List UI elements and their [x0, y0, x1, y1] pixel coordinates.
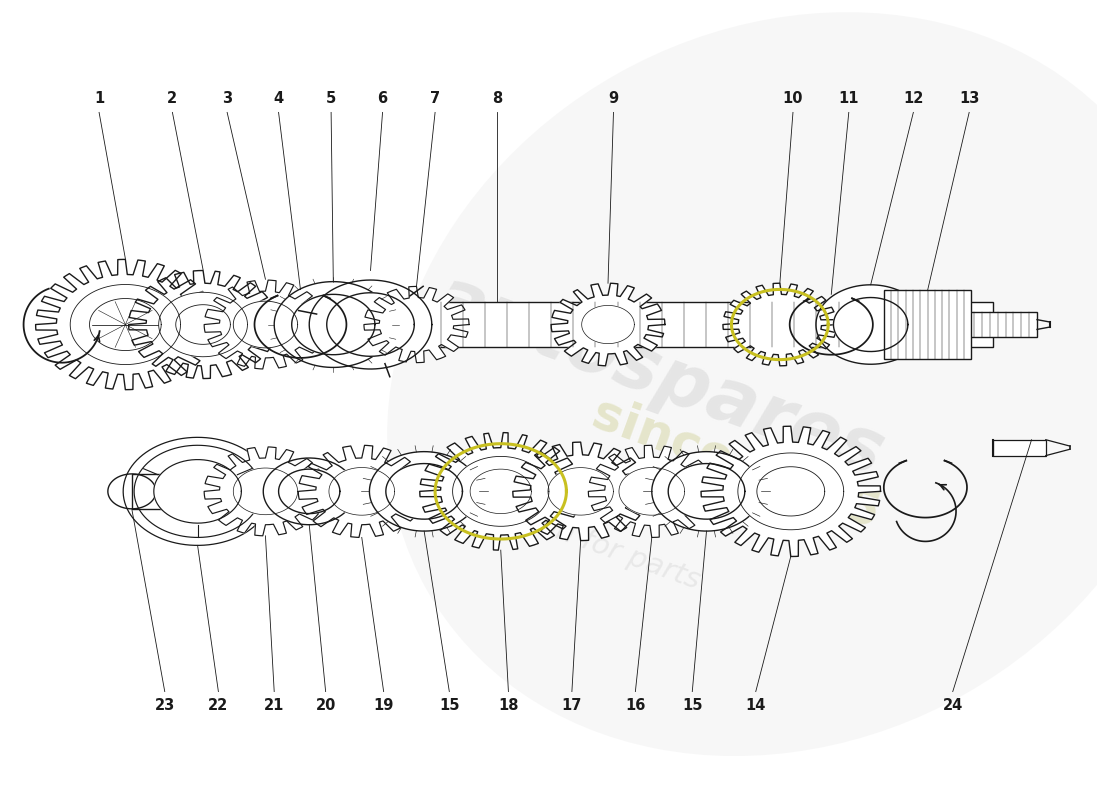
Text: 24: 24 [943, 698, 962, 714]
Polygon shape [205, 447, 327, 536]
Polygon shape [723, 283, 837, 366]
Polygon shape [327, 293, 415, 356]
Text: 6: 6 [377, 90, 387, 106]
Polygon shape [158, 292, 248, 357]
Text: 22: 22 [208, 698, 229, 714]
Text: a passion for parts: a passion for parts [439, 475, 704, 594]
Text: 11: 11 [838, 90, 859, 106]
Text: 23: 23 [155, 698, 175, 714]
Polygon shape [176, 305, 230, 344]
Polygon shape [205, 280, 327, 369]
Text: 21: 21 [264, 698, 285, 714]
Polygon shape [233, 301, 298, 348]
Text: 14: 14 [746, 698, 766, 714]
Ellipse shape [387, 12, 1100, 756]
Polygon shape [274, 282, 393, 367]
Polygon shape [551, 283, 664, 366]
Polygon shape [298, 446, 426, 538]
Polygon shape [668, 463, 745, 519]
Text: 15: 15 [682, 698, 703, 714]
Polygon shape [233, 468, 298, 514]
Bar [993, 440, 1046, 456]
Polygon shape [263, 458, 355, 525]
Polygon shape [386, 463, 462, 519]
Polygon shape [89, 298, 162, 350]
Text: autospares: autospares [425, 261, 894, 491]
Bar [958, 312, 1037, 337]
Text: 10: 10 [783, 90, 803, 106]
Polygon shape [309, 280, 432, 369]
Polygon shape [757, 466, 825, 516]
Polygon shape [619, 467, 684, 515]
Polygon shape [108, 474, 156, 509]
Text: 20: 20 [316, 698, 336, 714]
Text: 5: 5 [326, 90, 337, 106]
Text: 19: 19 [374, 698, 394, 714]
Bar [419, 302, 993, 346]
Text: 3: 3 [222, 90, 232, 106]
Bar [132, 474, 172, 509]
Polygon shape [582, 306, 635, 344]
Polygon shape [364, 286, 469, 362]
Polygon shape [123, 438, 272, 546]
Text: 4: 4 [274, 90, 284, 106]
Text: 13: 13 [959, 90, 979, 106]
Text: 9: 9 [608, 90, 618, 106]
Polygon shape [129, 270, 277, 378]
Polygon shape [70, 285, 180, 365]
Polygon shape [652, 452, 761, 531]
Polygon shape [588, 446, 715, 538]
Text: 1: 1 [94, 90, 104, 106]
Polygon shape [452, 457, 549, 526]
Polygon shape [834, 298, 907, 351]
Text: 15: 15 [439, 698, 460, 714]
Polygon shape [128, 474, 152, 509]
Text: 12: 12 [903, 90, 924, 106]
Text: 18: 18 [498, 698, 519, 714]
Polygon shape [420, 433, 582, 550]
Polygon shape [470, 469, 531, 514]
Polygon shape [816, 285, 925, 364]
Polygon shape [701, 426, 880, 557]
Polygon shape [548, 468, 614, 515]
Bar [883, 290, 971, 358]
Polygon shape [154, 459, 241, 523]
Polygon shape [35, 259, 216, 390]
Polygon shape [329, 467, 395, 515]
Text: 16: 16 [625, 698, 646, 714]
Polygon shape [738, 453, 844, 530]
Polygon shape [370, 452, 478, 531]
Polygon shape [134, 446, 261, 538]
Text: 7: 7 [430, 90, 440, 106]
Text: 2: 2 [167, 90, 177, 106]
Text: 17: 17 [562, 698, 582, 714]
Polygon shape [292, 294, 375, 354]
Polygon shape [278, 469, 340, 514]
Text: since 1985: since 1985 [585, 390, 887, 538]
Polygon shape [513, 442, 649, 541]
Text: 8: 8 [493, 90, 503, 106]
